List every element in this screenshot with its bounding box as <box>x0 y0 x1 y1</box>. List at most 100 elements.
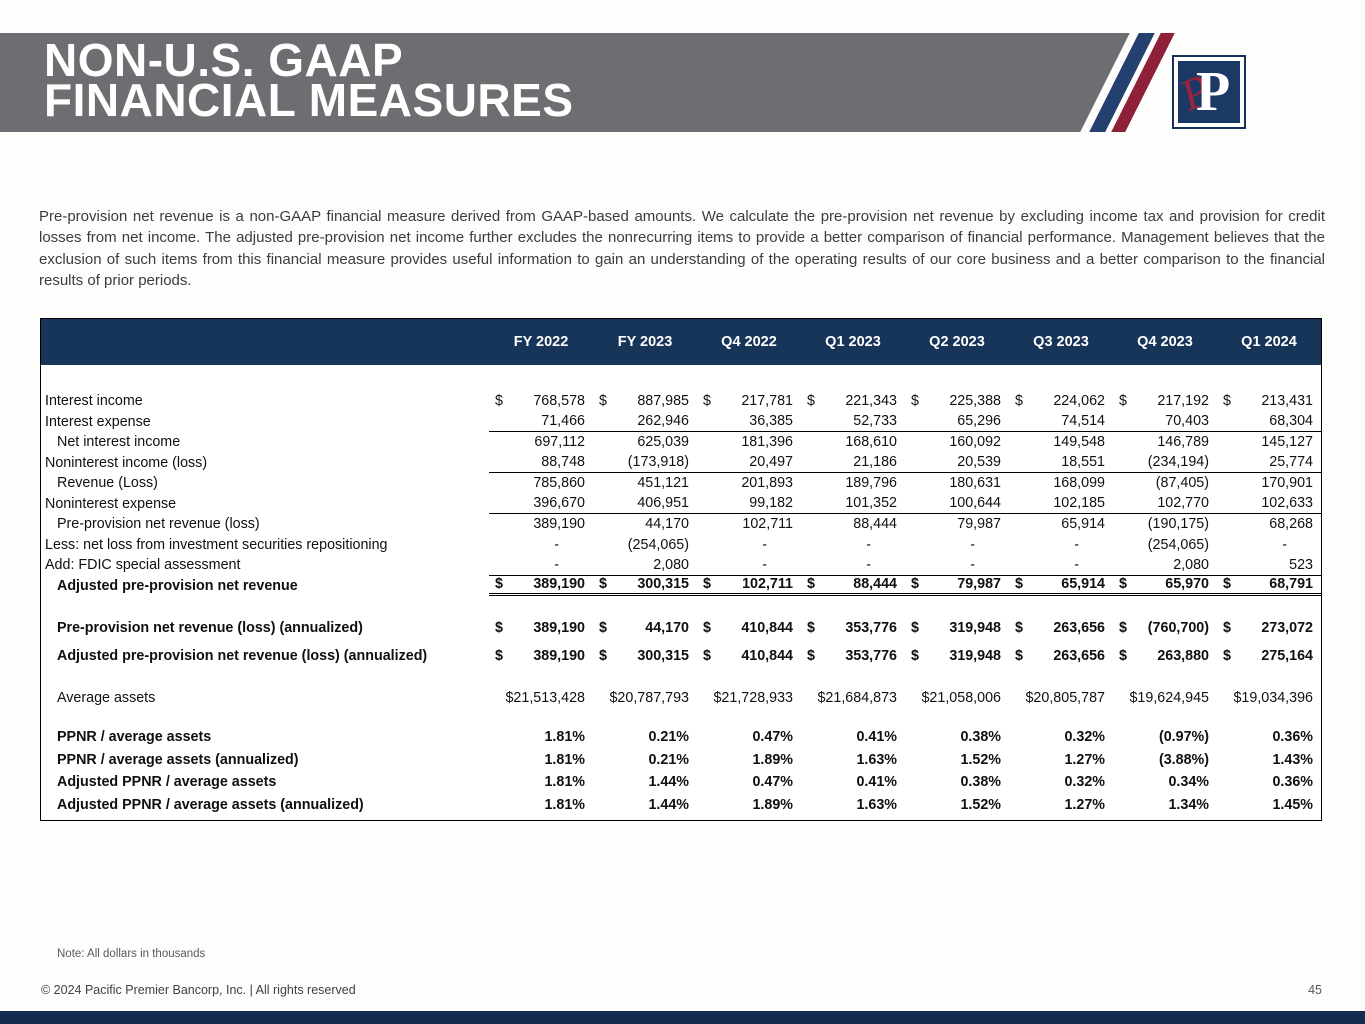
row-values: 1.81% 1.44% 1.89% 1.63% 1.52% 1.27% 1.34% 1.45% <box>489 794 1321 817</box>
table-cell: 170,901 <box>1217 473 1321 494</box>
table-cell: - <box>1217 535 1321 556</box>
cell-value: 1.89% <box>752 796 793 813</box>
cell-value: (190,175) <box>1147 516 1209 533</box>
table-cell: 1.52% <box>905 794 1009 817</box>
row-values: $768,578 $887,985 $217,781 $221,343 $225,388… <box>489 391 1321 412</box>
table-cell: 2,080 <box>593 555 697 575</box>
table-row: Noninterest income (loss) 88,748 (173,918)… <box>41 453 1321 473</box>
dollar-sign: $ <box>1119 648 1127 664</box>
cell-value: 353,776 <box>845 620 897 636</box>
table-cell: (190,175) <box>1113 514 1217 535</box>
table-cell: 1.89% <box>697 749 801 772</box>
cell-value: 1.44% <box>648 774 689 791</box>
cell-value: $19,034,396 <box>1233 690 1313 706</box>
cell-value: 389,190 <box>533 576 585 593</box>
table-cell: 102,185 <box>1009 494 1113 514</box>
cell-value: 102,711 <box>742 576 793 593</box>
cell-value: 65,914 <box>1061 516 1105 533</box>
table-row: Adjusted pre-provision net revenue $389,1… <box>41 576 1321 596</box>
table-cell: $263,656 <box>1009 614 1113 642</box>
column-header-q2-2023: Q2 2023 <box>929 334 985 350</box>
table-cell: 52,733 <box>801 412 905 432</box>
cell-value: 389,190 <box>533 648 585 664</box>
table-row: PPNR / average assets 1.81% 0.21% 0.47% 0.41… <box>41 726 1321 749</box>
table-cell: 20,497 <box>697 453 801 473</box>
table-cell: $213,431 <box>1217 391 1321 412</box>
table-cell: $273,072 <box>1217 614 1321 642</box>
row-values: 389,190 44,170 102,711 88,444 79,987 65,914 (1… <box>489 514 1321 535</box>
row-label: Revenue (Loss) <box>57 475 158 492</box>
cell-value: 1.34% <box>1168 796 1209 813</box>
cell-value: (3.88%) <box>1158 751 1209 768</box>
dollar-sign: $ <box>1223 648 1231 664</box>
dollar-sign: $ <box>1119 576 1127 593</box>
table-cell: $217,781 <box>697 391 801 412</box>
table-cell: $221,343 <box>801 391 905 412</box>
cell-value: 146,789 <box>1157 434 1209 451</box>
cell-value: 697,112 <box>534 434 585 451</box>
cell-value: 523 <box>1289 556 1313 573</box>
cell-value: 396,670 <box>533 495 585 512</box>
cell-value: 0.47% <box>752 774 793 791</box>
cell-value: - <box>1282 536 1287 553</box>
table-cell: 70,403 <box>1113 412 1217 432</box>
cell-value: - <box>1074 536 1079 553</box>
dollar-sign: $ <box>599 648 607 664</box>
table-cell: $225,388 <box>905 391 1009 412</box>
table-cell: 785,860 <box>489 473 593 494</box>
cell-value: 263,656 <box>1053 648 1105 664</box>
table-cell: 201,893 <box>697 473 801 494</box>
cell-value: 65,296 <box>957 413 1001 430</box>
cell-value: 319,948 <box>949 620 1001 636</box>
cell-value: 0.36% <box>1272 774 1313 791</box>
table-cell: 406,951 <box>593 494 697 514</box>
table-cell: 262,946 <box>593 412 697 432</box>
cell-value: 102,711 <box>742 516 793 533</box>
dollar-sign: $ <box>911 576 919 593</box>
cell-value: 1.27% <box>1064 751 1105 768</box>
logo-serif-p: P <box>1196 61 1231 123</box>
cell-value: $21,058,006 <box>921 690 1001 706</box>
cell-value: 79,987 <box>957 516 1001 533</box>
cell-value: 0.36% <box>1272 729 1313 746</box>
row-values: - 2,080 - - - - 2,080 523 <box>489 555 1321 576</box>
cell-value: - <box>1074 556 1079 573</box>
table-cell: $21,058,006 <box>905 684 1009 712</box>
financial-table: FY 2022 FY 2023 Q4 2022 Q1 2023 Q2 2023 Q3 20… <box>40 318 1322 821</box>
cell-value: 71,466 <box>541 413 585 430</box>
table-cell: $410,844 <box>697 614 801 642</box>
column-header-q4-2023: Q4 2023 <box>1137 334 1193 350</box>
table-cell: - <box>905 535 1009 556</box>
table-row: Average assets $21,513,428 $20,787,793 $21,… <box>41 684 1321 712</box>
table-cell: 1.81% <box>489 726 593 749</box>
table-cell: 1.44% <box>593 771 697 794</box>
table-row: Adjusted pre-provision net revenue (loss… <box>41 642 1321 670</box>
cell-value: 99,182 <box>749 495 793 512</box>
column-header-q4-2022: Q4 2022 <box>721 334 777 350</box>
table-cell: 0.41% <box>801 726 905 749</box>
cell-value: $20,805,787 <box>1025 690 1105 706</box>
cell-value: 275,164 <box>1261 648 1313 664</box>
cell-value: 1.52% <box>960 751 1001 768</box>
dollar-sign: $ <box>1223 393 1231 410</box>
cell-value: - <box>762 536 767 553</box>
cell-value: 160,092 <box>949 434 1001 451</box>
cell-value: 2,080 <box>653 556 689 573</box>
table-header-label-spacer <box>41 319 489 365</box>
row-values: $389,190 $300,315 $102,711 $88,444 $79,987 $6… <box>489 576 1321 596</box>
row-values: 71,466 262,946 36,385 52,733 65,296 74,514 70,… <box>489 412 1321 432</box>
dollar-sign: $ <box>1119 393 1127 410</box>
table-cell: 21,186 <box>801 453 905 473</box>
table-cell: 1.27% <box>1009 749 1113 772</box>
table-cell: 99,182 <box>697 494 801 514</box>
cell-value: 319,948 <box>949 648 1001 664</box>
table-row: Pre-provision net revenue (loss) (annual… <box>41 614 1321 642</box>
table-cell: - <box>801 555 905 575</box>
table-cell: 68,268 <box>1217 514 1321 535</box>
cell-value: 79,987 <box>957 576 1001 593</box>
table-cell: $21,513,428 <box>489 684 593 712</box>
cell-value: (0.97%) <box>1158 729 1209 746</box>
table-cell: $319,948 <box>905 642 1009 670</box>
copyright-text: © 2024 Pacific Premier Bancorp, Inc. | A… <box>41 983 356 997</box>
